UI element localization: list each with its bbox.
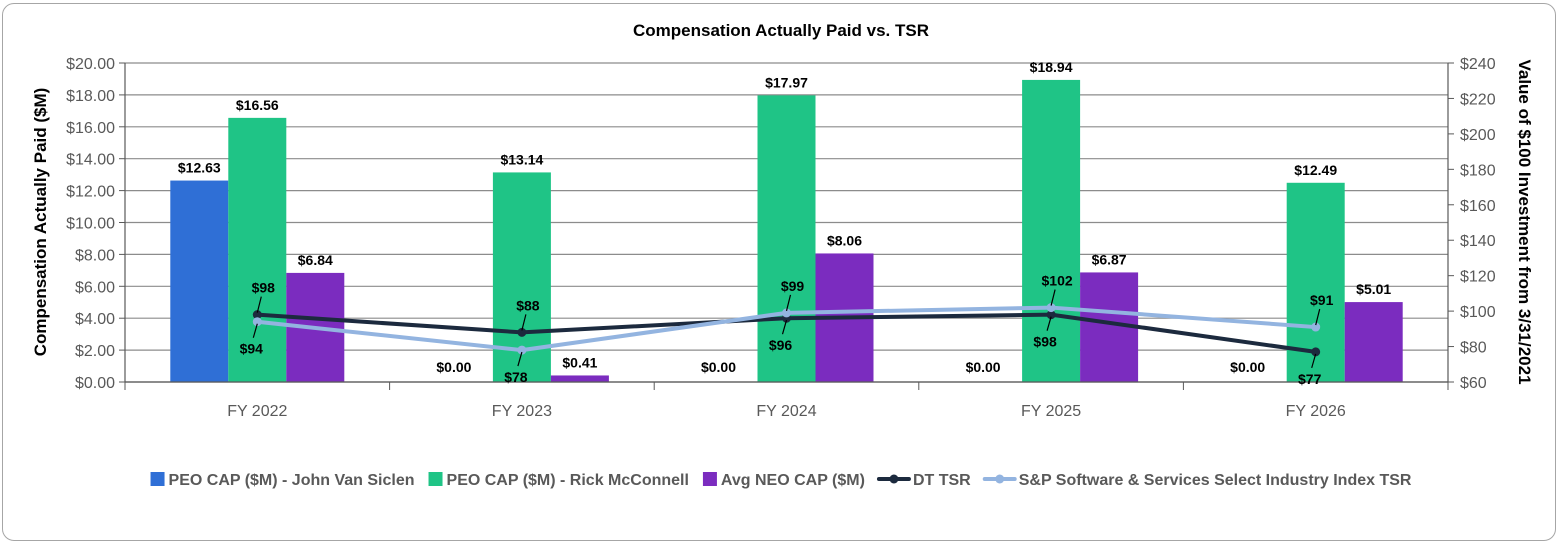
y-tick-label: $2.00	[75, 343, 115, 360]
tsr-data-label: $94	[240, 341, 264, 357]
tsr-point	[1046, 310, 1056, 320]
y2-tick-label: $120	[1460, 269, 1496, 286]
tsr-data-label: $102	[1042, 273, 1073, 289]
y-tick-label: $14.00	[66, 152, 115, 169]
x-tick-label: FY 2022	[227, 403, 287, 420]
y2-tick-label: $100	[1460, 304, 1496, 321]
y-tick-label: $10.00	[66, 216, 115, 233]
bar-data-label: $12.63	[178, 160, 221, 176]
legend-marker	[889, 474, 899, 484]
legend-swatch	[428, 472, 443, 486]
bar	[228, 117, 287, 383]
y-axis-title: Compensation Actually Paid ($M)	[31, 88, 50, 357]
tsr-point	[517, 327, 527, 337]
tsr-point	[1046, 303, 1056, 313]
bar-data-label: $16.56	[236, 97, 279, 113]
axes: $0.00 $2.00 $4.00 $6.00 $8.00 $10.00 $12.00 $14…	[66, 56, 1496, 420]
leader-line	[252, 323, 258, 338]
y-tick-label: $16.00	[66, 120, 115, 137]
y2-tick-label: $80	[1460, 340, 1487, 357]
tsr-data-label: $96	[769, 337, 793, 353]
bar-data-label: $6.84	[298, 252, 333, 268]
y2-axis-title: Value of $100 Investment from 3/31/2021	[1515, 59, 1534, 384]
bar	[550, 375, 609, 382]
bar-data-label: $0.00	[701, 359, 736, 375]
chart-title: Compensation Actually Paid vs. TSR	[633, 21, 929, 40]
tsr-point	[252, 317, 262, 327]
bar-data-label: $0.00	[966, 359, 1001, 375]
y-tick-label: $4.00	[75, 311, 115, 328]
leader-line	[1046, 316, 1052, 331]
leader-line	[1050, 289, 1056, 306]
y2-tick-label: $180	[1460, 162, 1496, 179]
leader-line	[521, 314, 527, 331]
legend: PEO CAP ($M) - John Van Siclen PEO CAP ($…	[150, 472, 1412, 489]
y-tick-label: $20.00	[66, 56, 115, 73]
y-tick-label: $8.00	[75, 247, 115, 264]
bar-data-label: $12.49	[1294, 162, 1337, 178]
leader-line	[1315, 308, 1321, 326]
y2-tick-label: $140	[1460, 233, 1496, 250]
bar	[757, 95, 816, 382]
legend-swatch	[702, 472, 717, 486]
bar-data-label: $6.87	[1092, 251, 1127, 267]
tsr-data-label: $78	[504, 369, 528, 385]
tsr-data-label: $98	[252, 280, 276, 296]
leader-line	[256, 296, 262, 313]
x-tick-label: FY 2024	[756, 403, 816, 420]
tsr-point	[252, 310, 262, 320]
bar-data-label: $0.00	[436, 359, 471, 375]
leader-line	[781, 320, 788, 335]
tsr-data-label: $88	[516, 297, 540, 313]
tsr-data-label: $99	[781, 278, 805, 294]
leader-line	[1311, 353, 1317, 369]
tsr-point	[782, 308, 791, 318]
y2-tick-label: $200	[1460, 127, 1496, 144]
y-tick-label: $6.00	[75, 279, 115, 296]
tsr-point	[1311, 322, 1321, 332]
tsr-data-label: $98	[1033, 334, 1057, 350]
y2-tick-label: $160	[1460, 198, 1496, 215]
x-tick-label: FY 2023	[492, 403, 552, 420]
legend-swatch	[150, 472, 165, 486]
y2-tick-label: $60	[1460, 375, 1487, 392]
x-tick-label: FY 2025	[1021, 403, 1081, 420]
bar-data-label: $8.06	[827, 232, 862, 248]
bar	[1344, 302, 1403, 382]
tsr-lines	[252, 303, 1321, 357]
y2-tick-label: $220	[1460, 91, 1496, 108]
bar-data-label: $17.97	[765, 74, 808, 90]
legend-label: S&P Software & Services Select Industry …	[1019, 472, 1412, 489]
legend-label: PEO CAP ($M) - John Van Siclen	[169, 472, 415, 489]
legend-marker	[995, 474, 1005, 484]
y-tick-label: $18.00	[66, 88, 115, 105]
bar-data-label: $18.94	[1030, 59, 1073, 75]
y-tick-label: $12.00	[66, 184, 115, 201]
bar-data-label: $5.01	[1356, 281, 1391, 297]
bar	[1022, 79, 1081, 383]
y-tick-label: $0.00	[75, 375, 115, 392]
legend-label: Avg NEO CAP ($M)	[721, 472, 865, 489]
bar	[170, 180, 229, 382]
leader-line	[785, 294, 792, 312]
bar-data-label: $0.00	[1230, 359, 1265, 375]
tsr-data-label: $77	[1298, 371, 1322, 387]
bars	[170, 79, 1403, 383]
bar-data-label: $0.41	[562, 354, 597, 370]
y2-tick-label: $240	[1460, 56, 1496, 73]
tsr-point	[1311, 347, 1321, 357]
x-tick-label: FY 2026	[1286, 403, 1346, 420]
legend-label: PEO CAP ($M) - Rick McConnell	[447, 472, 689, 489]
legend-label: DT TSR	[913, 472, 971, 489]
bar-data-label: $13.14	[500, 151, 543, 167]
leader-line	[517, 351, 523, 367]
data-labels: $12.63 $0.00 $0.00 $0.00 $0.00 $16.56 $13.14 $1…	[178, 59, 1392, 387]
tsr-data-label: $91	[1310, 292, 1334, 308]
tsr-point	[517, 345, 527, 355]
